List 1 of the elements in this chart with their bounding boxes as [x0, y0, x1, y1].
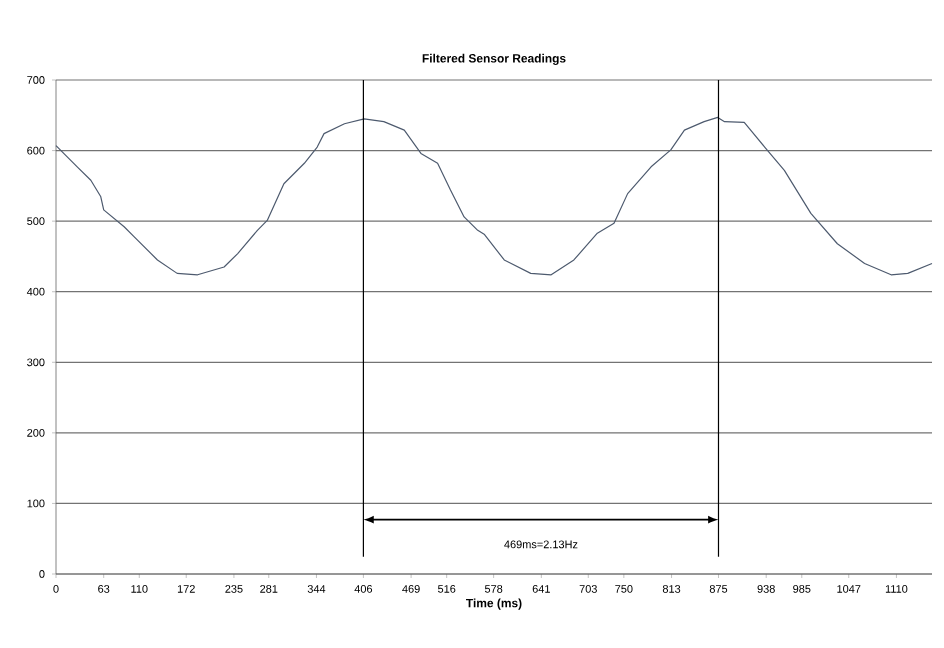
line-series	[55, 116, 933, 276]
